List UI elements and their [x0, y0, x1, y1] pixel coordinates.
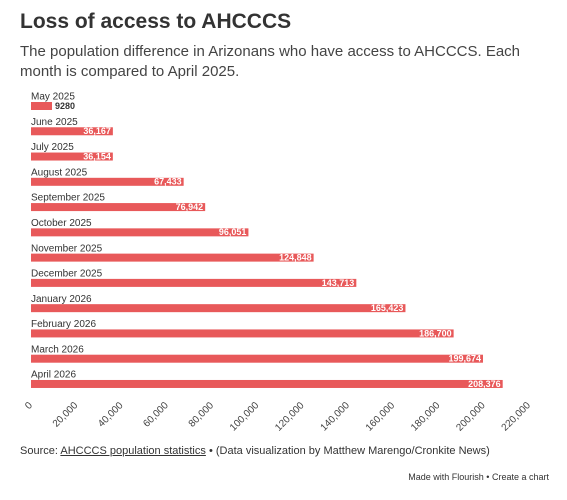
source: Source: AHCCCS population statistics • (… [20, 445, 490, 457]
source-text: • (Data visualization by Matthew Marengo… [208, 445, 490, 457]
category-label: August 2025 [31, 167, 88, 178]
source-label: Source: [20, 445, 58, 457]
value-label: 76,942 [176, 202, 204, 212]
category-label: May 2025 [31, 92, 75, 103]
value-label: 199,674 [448, 354, 481, 364]
x-tick-label: 20,000 [51, 400, 81, 430]
x-tick-label: 200,000 [454, 400, 488, 434]
bar [31, 354, 483, 363]
chart-subtitle: The population difference in Arizonans w… [20, 43, 521, 80]
bar [31, 329, 454, 338]
footer: Made with Flourish • Create a chart [408, 472, 549, 482]
value-label: 36,167 [83, 126, 111, 136]
x-tick-label: 60,000 [141, 400, 171, 430]
category-label: September 2025 [31, 193, 105, 204]
x-tick-label: 40,000 [96, 400, 126, 430]
category-label: December 2025 [31, 269, 103, 280]
value-label: 143,713 [322, 278, 355, 288]
footer-link[interactable]: Create a chart [491, 472, 549, 482]
x-tick-label: 160,000 [364, 400, 398, 434]
category-label: April 2026 [31, 370, 76, 381]
value-label: 165,423 [371, 303, 404, 313]
value-label: 67,433 [154, 177, 182, 187]
value-label: 36,154 [83, 151, 111, 161]
category-label: March 2026 [31, 344, 84, 355]
value-label: 186,700 [419, 328, 452, 338]
footer-sep: • [486, 472, 490, 482]
x-tick-label: 140,000 [319, 400, 353, 434]
bar [31, 203, 206, 212]
bar [31, 379, 503, 388]
bar [31, 152, 113, 161]
x-tick-label: 220,000 [500, 400, 534, 434]
x-tick-label: 180,000 [409, 400, 443, 434]
chart-title: Loss of access to AHCCCS [20, 10, 292, 33]
value-label: 124,848 [279, 252, 312, 262]
bar [31, 177, 184, 186]
category-label: October 2025 [31, 218, 92, 229]
category-label: January 2026 [31, 294, 92, 305]
category-label: February 2026 [31, 319, 96, 330]
bar [31, 304, 406, 313]
source-link[interactable]: AHCCCS population statistics [60, 445, 206, 457]
x-tick-label: 80,000 [187, 400, 217, 430]
x-tick-label: 120,000 [273, 400, 307, 434]
x-tick-label: 0 [23, 400, 35, 412]
bar [31, 102, 53, 110]
footer-link[interactable]: Made with Flourish [408, 472, 484, 482]
bar [31, 228, 249, 237]
value-label: 9280 [55, 101, 75, 111]
bar [31, 253, 314, 262]
category-label: November 2025 [31, 243, 103, 254]
bar [31, 278, 357, 287]
value-label: 208,376 [468, 379, 501, 389]
x-tick-label: 100,000 [228, 400, 262, 434]
category-label: June 2025 [31, 117, 78, 128]
value-label: 96,051 [219, 227, 247, 237]
bar [31, 127, 113, 136]
category-label: July 2025 [31, 142, 74, 153]
